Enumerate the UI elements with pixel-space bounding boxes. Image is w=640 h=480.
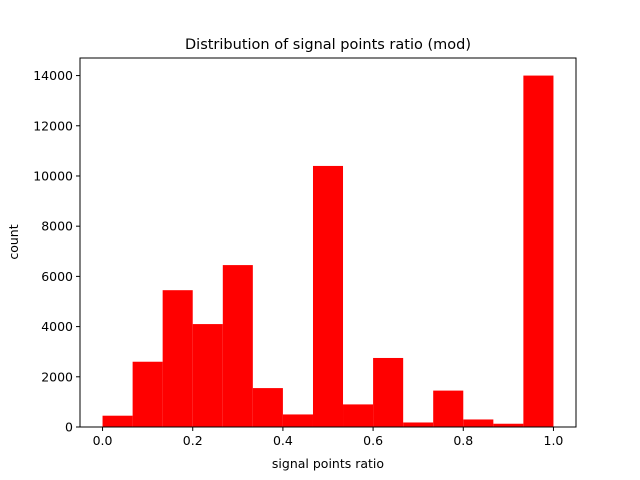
y-tick-label: 8000 <box>41 219 73 234</box>
x-tick-label: 0.6 <box>363 433 383 448</box>
y-tick-label: 12000 <box>33 118 73 133</box>
histogram-bar <box>523 75 554 428</box>
histogram-bar <box>282 414 313 427</box>
y-tick-label: 4000 <box>41 319 73 334</box>
y-tick-label: 10000 <box>33 168 73 183</box>
x-tick-label: 1.0 <box>544 433 564 448</box>
x-tick-label: 0.2 <box>183 433 203 448</box>
histogram-bar <box>162 290 193 427</box>
histogram-bar <box>132 361 163 427</box>
chart-title: Distribution of signal points ratio (mod… <box>185 37 471 53</box>
y-tick-label: 2000 <box>41 369 73 384</box>
histogram-bar <box>493 423 524 427</box>
y-tick-label: 14000 <box>33 68 73 83</box>
histogram-bar <box>463 419 494 427</box>
histogram-bar <box>252 388 283 427</box>
bars-group <box>102 75 554 428</box>
histogram-bar <box>192 324 223 427</box>
y-tick-label: 0 <box>65 420 73 435</box>
histogram-bar <box>312 165 344 427</box>
histogram-bar <box>102 415 133 427</box>
plot-frame <box>79 57 577 428</box>
y-axis-label: count <box>6 224 21 259</box>
histogram-bar <box>343 404 374 427</box>
y-axis-ticks: 0 2000 4000 6000 8000 10000 12000 14000 <box>33 68 80 435</box>
y-tick-label: 6000 <box>41 269 73 284</box>
histogram-bar <box>373 357 404 427</box>
histogram-bar <box>433 390 464 427</box>
x-tick-label: 0.8 <box>453 433 473 448</box>
x-axis-label: signal points ratio <box>272 456 384 471</box>
histogram-bar <box>222 265 253 427</box>
histogram-bar <box>403 422 434 427</box>
x-axis-ticks: 0.0 0.2 0.4 0.6 0.8 1.0 <box>93 427 564 448</box>
x-tick-label: 0.4 <box>273 433 293 448</box>
x-tick-label: 0.0 <box>93 433 113 448</box>
